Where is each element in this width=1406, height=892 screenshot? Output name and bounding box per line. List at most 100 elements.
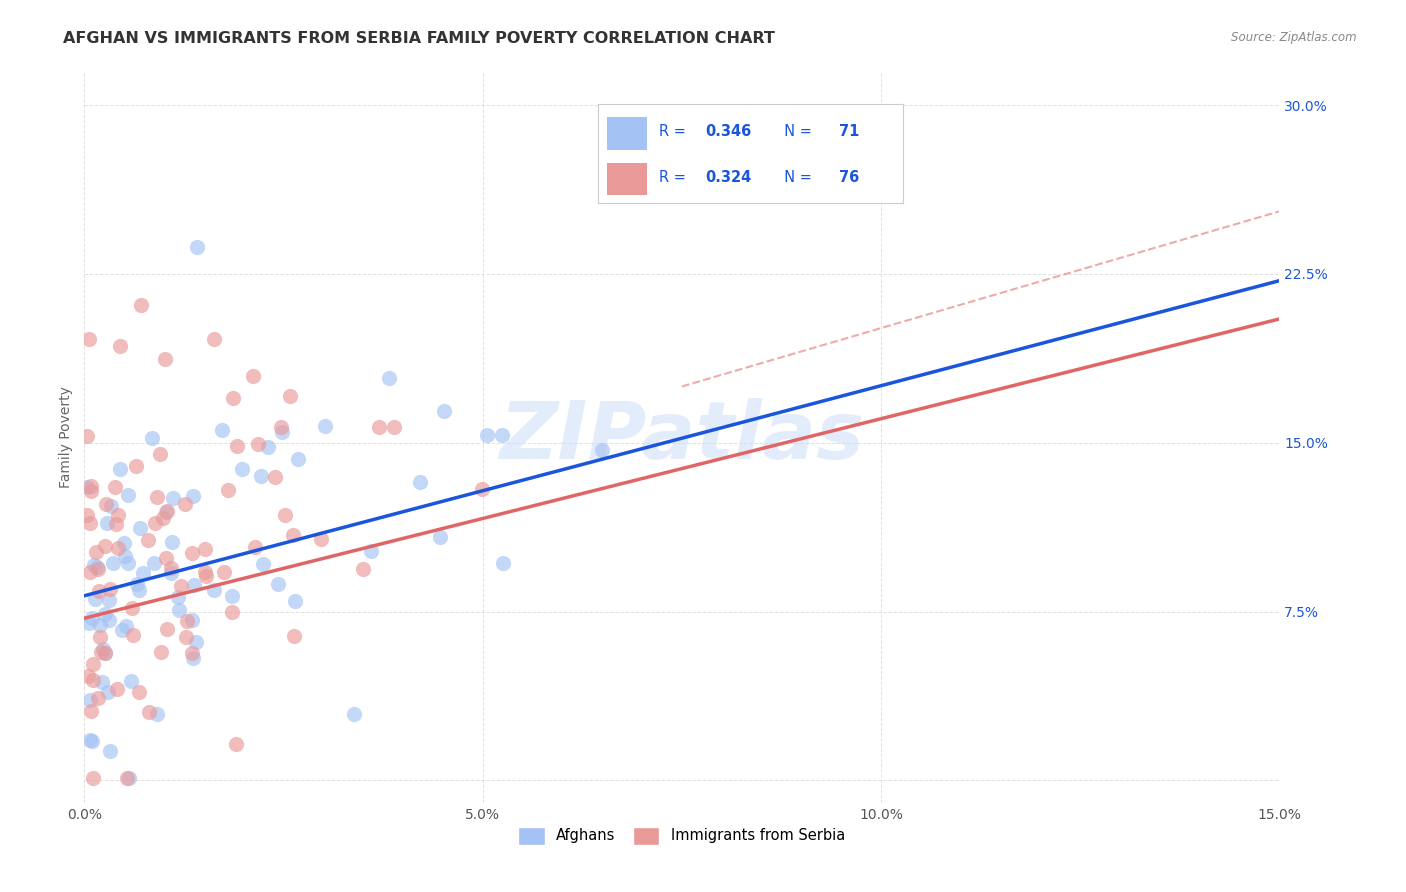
Point xyxy=(76,429,98,443)
Legend: Afghans, Immigrants from Serbia: Afghans, Immigrants from Serbia xyxy=(513,821,851,850)
Point xyxy=(107,681,129,696)
Point xyxy=(176,630,198,644)
Point xyxy=(118,771,141,785)
Point xyxy=(100,500,122,514)
Point xyxy=(194,569,217,583)
Point xyxy=(170,579,193,593)
Point xyxy=(211,423,233,437)
Point xyxy=(433,404,456,418)
Y-axis label: Family Poverty: Family Poverty xyxy=(59,386,73,488)
Point xyxy=(80,734,103,748)
Point xyxy=(128,582,150,597)
Point xyxy=(80,704,103,718)
Point xyxy=(89,584,111,599)
Point xyxy=(86,559,108,574)
Point xyxy=(378,371,401,385)
Point xyxy=(108,461,131,475)
Point xyxy=(181,651,204,665)
Point xyxy=(87,691,110,706)
Point xyxy=(287,451,309,466)
Point xyxy=(86,545,108,559)
Point xyxy=(284,594,307,608)
Point xyxy=(202,582,225,597)
Point xyxy=(93,646,115,660)
Point xyxy=(77,669,100,683)
Point xyxy=(222,391,245,405)
Point xyxy=(160,534,183,549)
Point xyxy=(408,475,430,489)
Point xyxy=(125,458,148,473)
Point xyxy=(150,645,173,659)
Point xyxy=(89,630,111,644)
Point xyxy=(162,491,184,506)
Point xyxy=(98,582,121,596)
Point xyxy=(225,737,247,751)
Point xyxy=(128,685,150,699)
Point xyxy=(117,488,139,502)
Point xyxy=(183,490,205,504)
Point xyxy=(82,771,104,785)
Point xyxy=(96,516,118,530)
Point xyxy=(160,561,183,575)
Point xyxy=(167,603,190,617)
Point xyxy=(138,705,160,719)
Point xyxy=(83,558,105,572)
Point xyxy=(155,505,177,519)
Point xyxy=(231,462,253,476)
Point xyxy=(186,239,208,253)
Point xyxy=(80,479,103,493)
Point xyxy=(112,536,135,550)
Point xyxy=(278,388,301,402)
Text: Source: ZipAtlas.com: Source: ZipAtlas.com xyxy=(1232,31,1357,45)
Point xyxy=(117,556,139,570)
Point xyxy=(89,617,111,632)
Point xyxy=(226,439,249,453)
Point xyxy=(111,623,134,637)
Point xyxy=(94,497,117,511)
Point xyxy=(132,566,155,581)
Point xyxy=(591,442,613,457)
Point xyxy=(167,591,190,605)
Point xyxy=(180,613,202,627)
Point xyxy=(129,298,152,312)
Point xyxy=(97,613,120,627)
Point xyxy=(82,611,104,625)
Point xyxy=(142,556,165,570)
Point xyxy=(77,616,100,631)
Point xyxy=(93,646,115,660)
Point xyxy=(127,577,149,591)
Point xyxy=(155,551,177,566)
Point xyxy=(87,562,110,576)
Point xyxy=(477,428,499,442)
Text: ZIPatlas: ZIPatlas xyxy=(499,398,865,476)
Point xyxy=(107,508,129,522)
Point xyxy=(181,545,204,559)
Point xyxy=(79,693,101,707)
Point xyxy=(159,566,181,580)
Point xyxy=(101,557,124,571)
Point xyxy=(156,504,179,518)
Point xyxy=(471,482,494,496)
Point xyxy=(368,420,391,434)
Text: AFGHAN VS IMMIGRANTS FROM SERBIA FAMILY POVERTY CORRELATION CHART: AFGHAN VS IMMIGRANTS FROM SERBIA FAMILY … xyxy=(63,31,775,46)
Point xyxy=(129,521,152,535)
Point xyxy=(243,540,266,554)
Point xyxy=(105,516,128,531)
Point xyxy=(80,484,103,499)
Point xyxy=(264,470,287,484)
Point xyxy=(79,516,101,530)
Point xyxy=(212,565,235,579)
Point xyxy=(145,490,167,504)
Point xyxy=(79,566,101,580)
Point xyxy=(82,657,104,671)
Point xyxy=(143,516,166,531)
Point xyxy=(283,528,305,542)
Point xyxy=(242,368,264,383)
Point xyxy=(252,557,274,571)
Point xyxy=(97,684,120,698)
Point xyxy=(274,508,297,523)
Point xyxy=(93,607,115,621)
Point xyxy=(221,589,243,603)
Point xyxy=(221,605,243,619)
Point xyxy=(79,733,101,747)
